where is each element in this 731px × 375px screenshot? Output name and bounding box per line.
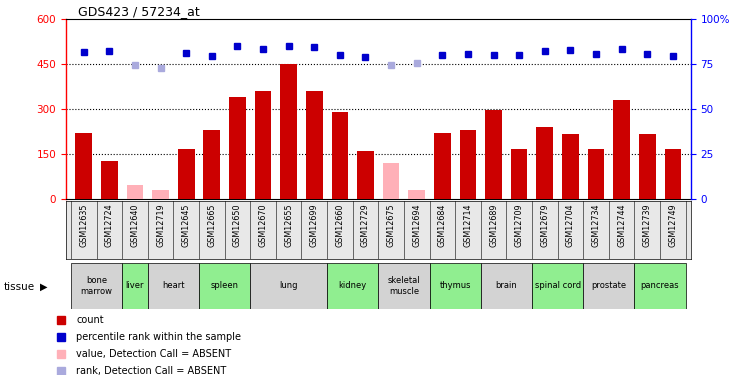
Text: GSM12665: GSM12665 (208, 204, 216, 247)
Text: rank, Detection Call = ABSENT: rank, Detection Call = ABSENT (76, 366, 227, 375)
Text: spleen: spleen (211, 281, 238, 290)
Bar (101, 161, 118, 199)
Text: GSM12660: GSM12660 (336, 204, 344, 247)
Bar (203, 130, 220, 199)
Text: GSM12650: GSM12650 (233, 204, 242, 247)
Bar (409, 190, 425, 199)
Bar (306, 91, 322, 199)
Text: thymus: thymus (439, 281, 471, 290)
Text: GSM12645: GSM12645 (182, 204, 191, 247)
Bar (562, 134, 579, 199)
Bar (635, 262, 686, 309)
Bar (639, 134, 656, 199)
Text: GSM12655: GSM12655 (284, 204, 293, 247)
Bar (430, 262, 481, 309)
Text: pancreas: pancreas (641, 281, 679, 290)
Text: GDS423 / 57234_at: GDS423 / 57234_at (78, 4, 200, 18)
Text: skeletal
muscle: skeletal muscle (387, 276, 420, 296)
Text: kidney: kidney (338, 281, 367, 290)
Text: bone
marrow: bone marrow (80, 276, 113, 296)
Bar (379, 262, 430, 309)
Bar (332, 112, 348, 199)
Bar (122, 262, 148, 309)
Bar (664, 149, 681, 199)
Text: GSM12699: GSM12699 (310, 204, 319, 247)
Bar (537, 127, 553, 199)
Text: GSM12635: GSM12635 (79, 204, 88, 247)
Text: GSM12724: GSM12724 (105, 204, 114, 247)
Text: GSM12714: GSM12714 (463, 204, 472, 247)
Bar (71, 262, 122, 309)
Text: prostate: prostate (591, 281, 626, 290)
Text: GSM12679: GSM12679 (540, 204, 549, 247)
Bar (460, 130, 477, 199)
Bar (481, 262, 532, 309)
Text: GSM12709: GSM12709 (515, 204, 523, 247)
Bar (485, 110, 502, 199)
Text: GSM12694: GSM12694 (412, 204, 421, 247)
Text: GSM12684: GSM12684 (438, 204, 447, 247)
Bar (148, 262, 199, 309)
Bar (357, 151, 374, 199)
Text: GSM12719: GSM12719 (156, 204, 165, 247)
Text: GSM12670: GSM12670 (259, 204, 268, 247)
Text: liver: liver (126, 281, 144, 290)
Text: GSM12689: GSM12689 (489, 204, 498, 247)
Bar (434, 133, 450, 199)
Text: GSM12739: GSM12739 (643, 204, 652, 247)
Text: lung: lung (279, 281, 298, 290)
Text: GSM12749: GSM12749 (668, 204, 678, 247)
Text: heart: heart (162, 281, 185, 290)
Text: count: count (76, 315, 104, 325)
Bar (511, 149, 528, 199)
Text: spinal cord: spinal cord (534, 281, 580, 290)
Bar (126, 185, 143, 199)
Bar (254, 91, 271, 199)
Text: GSM12640: GSM12640 (130, 204, 140, 247)
Text: value, Detection Call = ABSENT: value, Detection Call = ABSENT (76, 349, 231, 359)
Text: GSM12729: GSM12729 (361, 204, 370, 247)
Text: GSM12704: GSM12704 (566, 204, 575, 247)
Bar (383, 163, 399, 199)
Bar (583, 262, 635, 309)
Text: ▶: ▶ (40, 282, 48, 292)
Bar (250, 262, 327, 309)
Bar (178, 149, 194, 199)
Bar (152, 190, 169, 199)
Text: brain: brain (496, 281, 518, 290)
Text: GSM12675: GSM12675 (387, 204, 395, 247)
Bar (199, 262, 250, 309)
Bar (588, 149, 605, 199)
Bar (613, 100, 630, 199)
Text: percentile rank within the sample: percentile rank within the sample (76, 332, 241, 342)
Text: tissue: tissue (4, 282, 35, 292)
Bar (532, 262, 583, 309)
Bar (229, 97, 246, 199)
Bar (75, 133, 92, 199)
Text: GSM12734: GSM12734 (591, 204, 601, 247)
Bar (280, 64, 297, 199)
Text: GSM12744: GSM12744 (617, 204, 626, 247)
Bar (327, 262, 379, 309)
